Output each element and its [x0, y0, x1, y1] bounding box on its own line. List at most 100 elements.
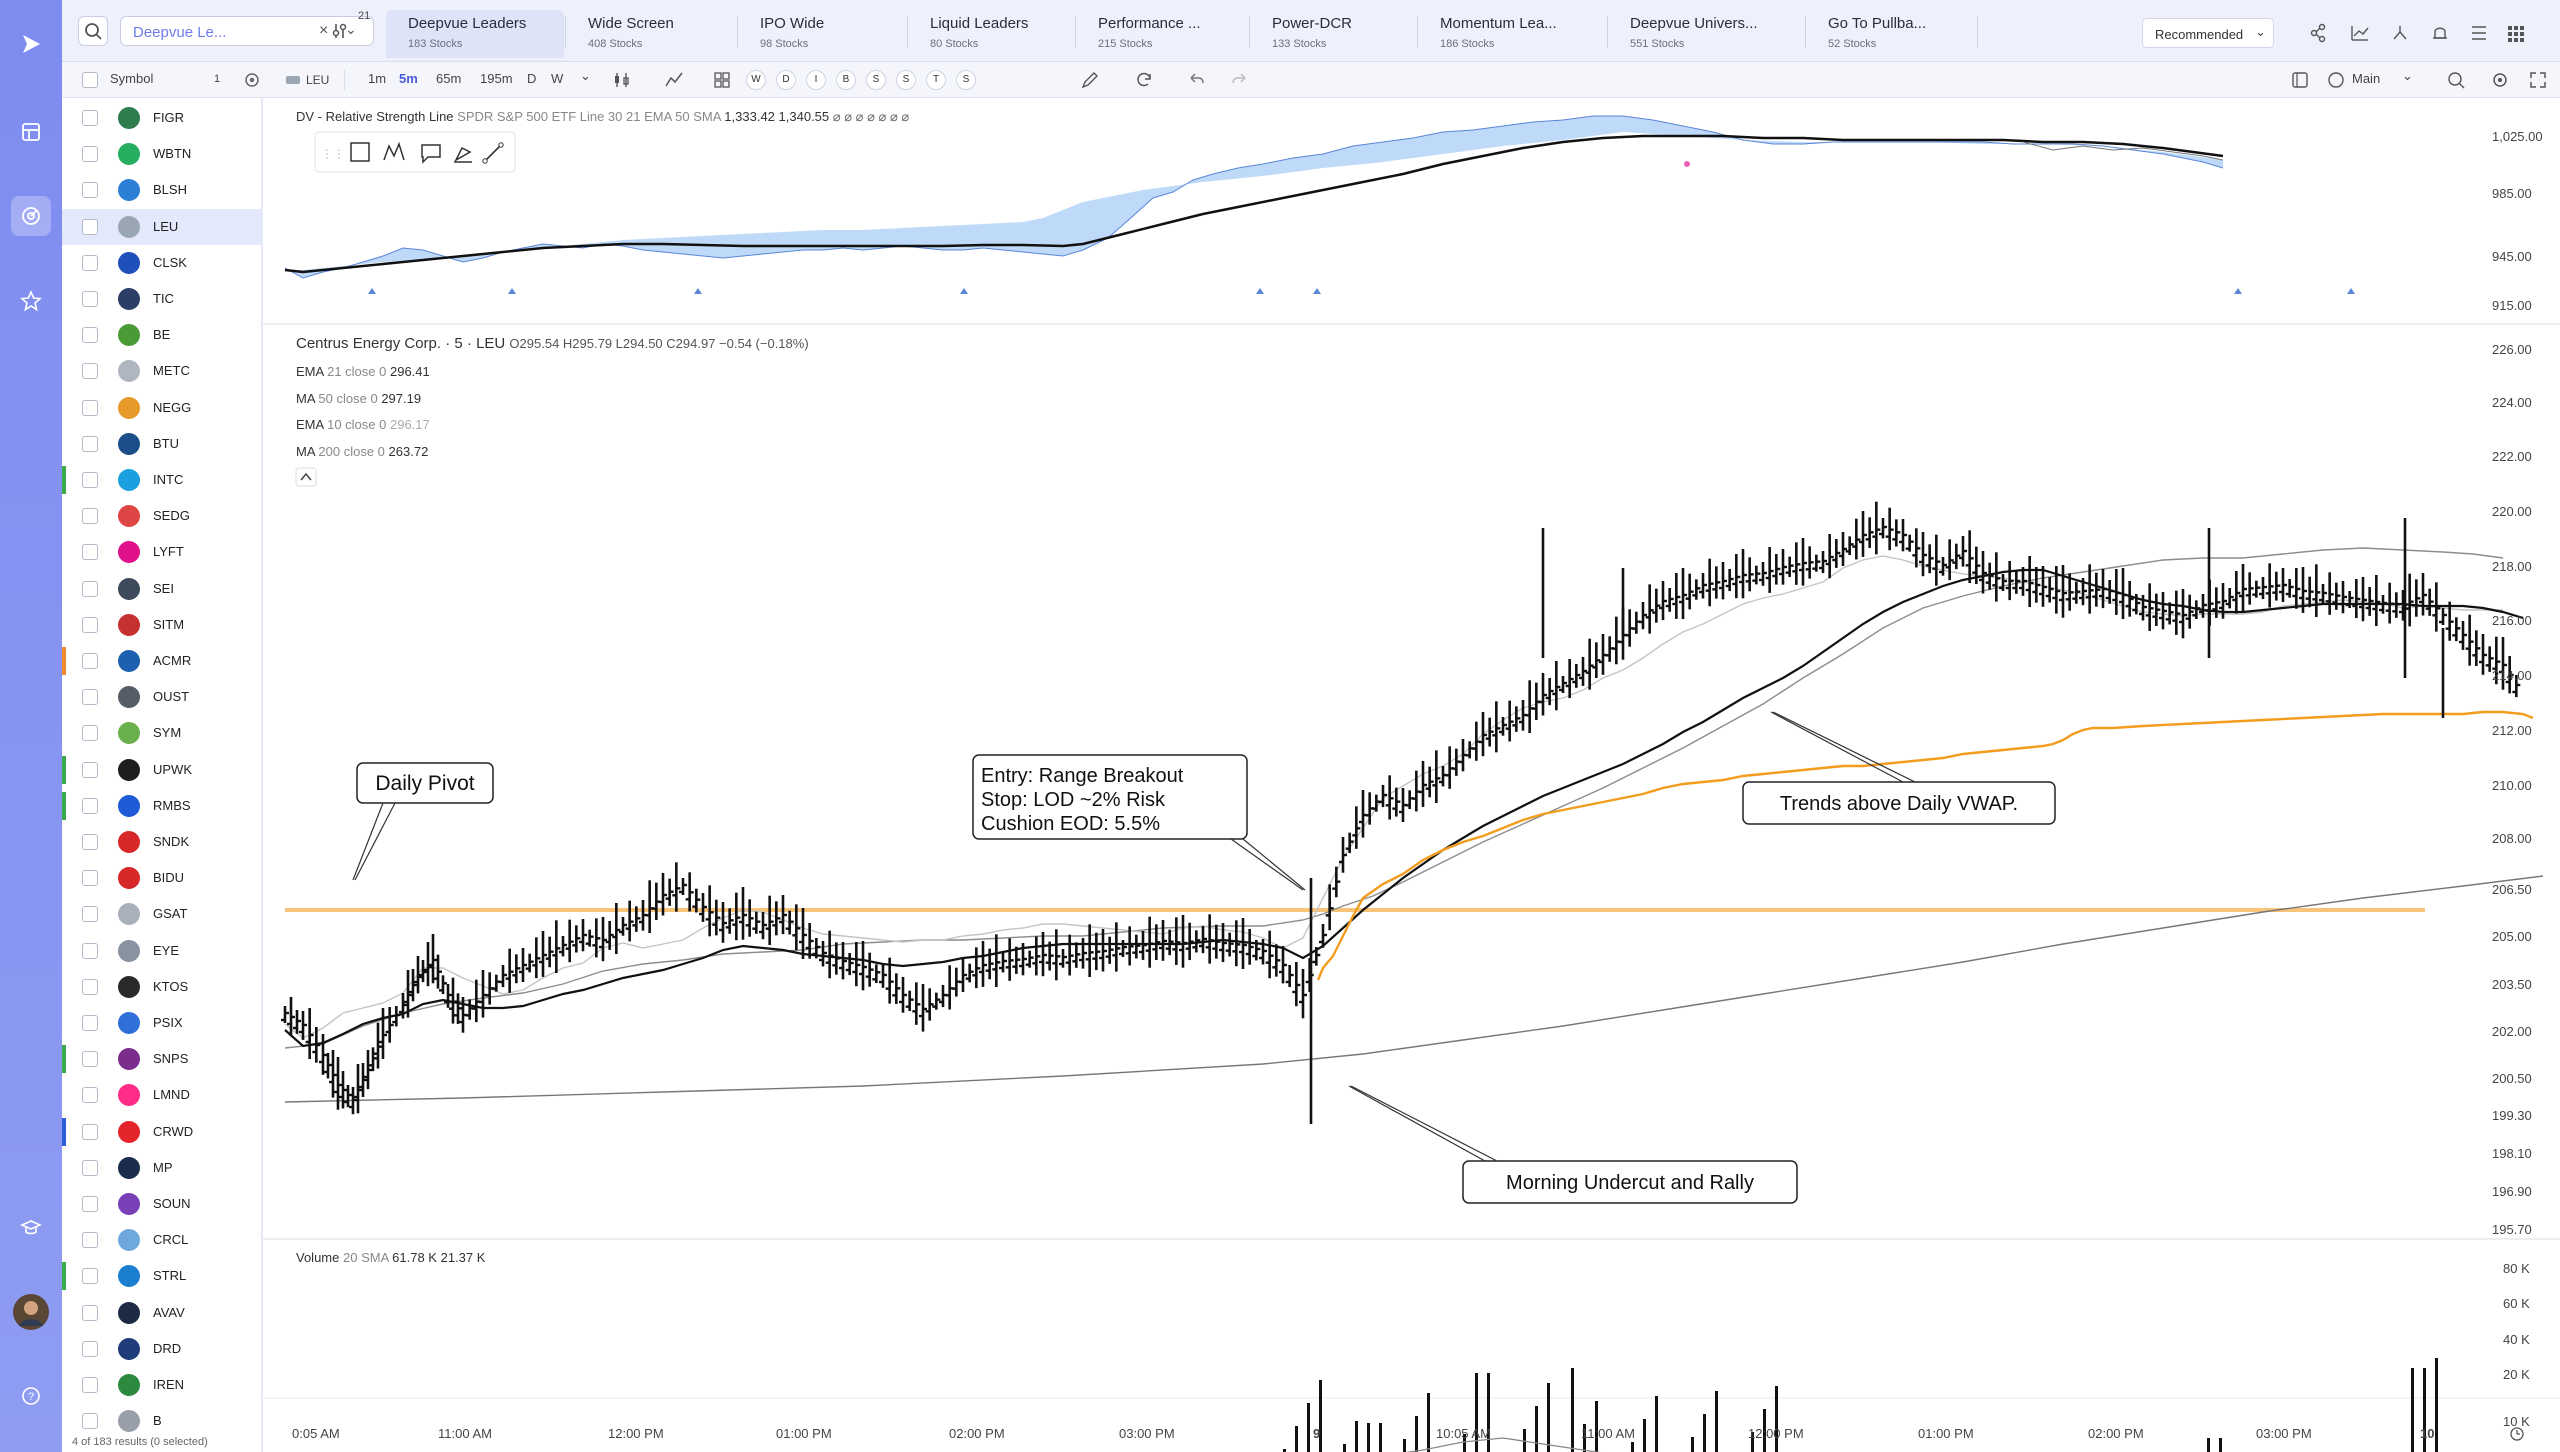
- symbol-column-header[interactable]: Symbol: [110, 71, 154, 86]
- split-icon[interactable]: [2393, 26, 2407, 40]
- toggle-w[interactable]: W: [746, 70, 766, 90]
- tab-deepvue-universe[interactable]: Deepvue Univers... 551 Stocks: [1608, 10, 1804, 58]
- watchlist-row[interactable]: SITM: [62, 607, 262, 643]
- annotation-daily-pivot[interactable]: Daily Pivot: [352, 762, 494, 881]
- row-checkbox[interactable]: [82, 978, 98, 995]
- chevron-down-icon[interactable]: ⌄: [2402, 68, 2413, 83]
- row-checkbox[interactable]: [82, 1159, 98, 1176]
- watchlist-row[interactable]: IREN: [62, 1367, 262, 1403]
- watchlist-row[interactable]: METC: [62, 353, 262, 389]
- undo-icon[interactable]: [1184, 68, 1208, 92]
- row-checkbox[interactable]: [82, 1051, 98, 1068]
- row-checkbox[interactable]: [82, 435, 98, 452]
- watchlist-row[interactable]: EYE: [62, 933, 262, 969]
- watchlist-row[interactable]: SYM: [62, 715, 262, 751]
- row-checkbox[interactable]: [82, 254, 98, 271]
- watchlist-row[interactable]: STRL: [62, 1258, 262, 1294]
- ticker-input[interactable]: LEU: [306, 73, 330, 87]
- chart-icon[interactable]: [2351, 26, 2369, 41]
- filter-button[interactable]: [328, 16, 362, 46]
- row-checkbox[interactable]: [82, 218, 98, 235]
- annotation-vwap[interactable]: Trends above Daily VWAP.: [1742, 711, 2056, 825]
- annotation-entry[interactable]: Entry: Range Breakout Stop: LOD ~2% Risk…: [972, 754, 1306, 891]
- watchlist-row[interactable]: SNPS: [62, 1041, 262, 1077]
- watchlist-row[interactable]: BIDU: [62, 860, 262, 896]
- pencil-icon[interactable]: [1078, 68, 1102, 92]
- interval-195m[interactable]: 195m: [480, 71, 513, 86]
- watchlist-row[interactable]: DRD: [62, 1331, 262, 1367]
- tab-ipo-wide[interactable]: IPO Wide 98 Stocks: [738, 10, 906, 58]
- collapse-studies-button[interactable]: [295, 467, 317, 487]
- watchlist-row[interactable]: SEDG: [62, 498, 262, 534]
- interval-5m[interactable]: 5m: [399, 71, 418, 86]
- row-checkbox[interactable]: [82, 1196, 98, 1212]
- template-icon[interactable]: [2288, 68, 2312, 92]
- watchlist-row[interactable]: CLSK: [62, 245, 262, 281]
- watchlist-row[interactable]: NEGG: [62, 390, 262, 426]
- fullscreen-icon[interactable]: [2526, 68, 2550, 92]
- row-checkbox[interactable]: [82, 1123, 98, 1140]
- watchlist-row[interactable]: BE: [62, 317, 262, 353]
- zoom-icon[interactable]: [2444, 68, 2468, 92]
- watchlist-row[interactable]: WBTN: [62, 136, 262, 172]
- select-all-checkbox[interactable]: [82, 72, 98, 88]
- chevron-down-icon[interactable]: ⌄: [580, 68, 591, 83]
- row-checkbox[interactable]: [82, 834, 98, 850]
- watchlist-row[interactable]: UPWK: [62, 752, 262, 788]
- watchlist-row[interactable]: LYFT: [62, 534, 262, 570]
- search-button[interactable]: [78, 16, 108, 46]
- row-checkbox[interactable]: [82, 870, 98, 887]
- watchlist-row[interactable]: MP: [62, 1150, 262, 1186]
- watchlist-row[interactable]: KTOS: [62, 969, 262, 1005]
- settings-icon[interactable]: [242, 70, 262, 90]
- watchlist-row[interactable]: LEU: [62, 208, 262, 245]
- row-checkbox[interactable]: [82, 182, 98, 199]
- toggle-s3[interactable]: S: [956, 70, 976, 90]
- tab-go-to-pullback[interactable]: Go To Pullba... 52 Stocks: [1806, 10, 1976, 58]
- toggle-s1[interactable]: S: [866, 70, 886, 90]
- brush-tool-icon[interactable]: [454, 146, 472, 163]
- interval-w[interactable]: W: [551, 71, 564, 86]
- watchlist-row[interactable]: INTC: [62, 462, 262, 498]
- indicators-icon[interactable]: [662, 68, 686, 92]
- row-checkbox[interactable]: [82, 544, 98, 561]
- pattern-tool-icon[interactable]: [383, 141, 405, 161]
- tab-momentum-leaders[interactable]: Momentum Lea... 186 Stocks: [1418, 10, 1606, 58]
- watchlist-row[interactable]: GSAT: [62, 896, 262, 932]
- row-checkbox[interactable]: [82, 291, 98, 307]
- tab-liquid-leaders[interactable]: Liquid Leaders 80 Stocks: [908, 10, 1074, 58]
- watchlist-row[interactable]: B: [62, 1403, 262, 1439]
- row-checkbox[interactable]: [82, 1232, 98, 1249]
- watchlist-row[interactable]: FIGR: [62, 100, 262, 136]
- row-checkbox[interactable]: [82, 797, 98, 814]
- cloud-icon[interactable]: [2324, 68, 2348, 92]
- help-icon[interactable]: ?: [11, 1376, 51, 1416]
- toggle-s2[interactable]: S: [896, 70, 916, 90]
- watchlist-row[interactable]: SOUN: [62, 1186, 262, 1222]
- row-checkbox[interactable]: [82, 942, 98, 959]
- watchlist-row[interactable]: TIC: [62, 281, 262, 317]
- row-checkbox[interactable]: [82, 616, 98, 633]
- candles-icon[interactable]: [610, 68, 634, 92]
- chart-area[interactable]: DV - Relative Strength Line SPDR S&P 500…: [263, 98, 2560, 1452]
- layouts-icon[interactable]: [710, 68, 734, 92]
- screener-icon[interactable]: [11, 196, 51, 236]
- row-checkbox[interactable]: [82, 689, 98, 706]
- watchlist-row[interactable]: LMND: [62, 1077, 262, 1113]
- interval-d[interactable]: D: [527, 71, 537, 86]
- watchlist-row[interactable]: BTU: [62, 426, 262, 462]
- watchlist-row[interactable]: ACMR: [62, 643, 262, 679]
- tab-power-dcr[interactable]: Power-DCR 133 Stocks: [1250, 10, 1416, 58]
- row-checkbox[interactable]: [82, 1015, 98, 1031]
- layout-name[interactable]: Main: [2352, 71, 2381, 86]
- logo-icon[interactable]: [11, 24, 51, 64]
- grid-icon[interactable]: [2508, 26, 2524, 42]
- rectangle-tool-icon[interactable]: [350, 142, 370, 162]
- row-checkbox[interactable]: [82, 580, 98, 597]
- star-icon[interactable]: [11, 281, 51, 321]
- toggle-t[interactable]: T: [926, 70, 946, 90]
- watchlist-row[interactable]: BLSH: [62, 172, 262, 208]
- list-icon[interactable]: [2472, 26, 2486, 40]
- refresh-icon[interactable]: [1132, 68, 1156, 92]
- row-checkbox[interactable]: [82, 110, 98, 126]
